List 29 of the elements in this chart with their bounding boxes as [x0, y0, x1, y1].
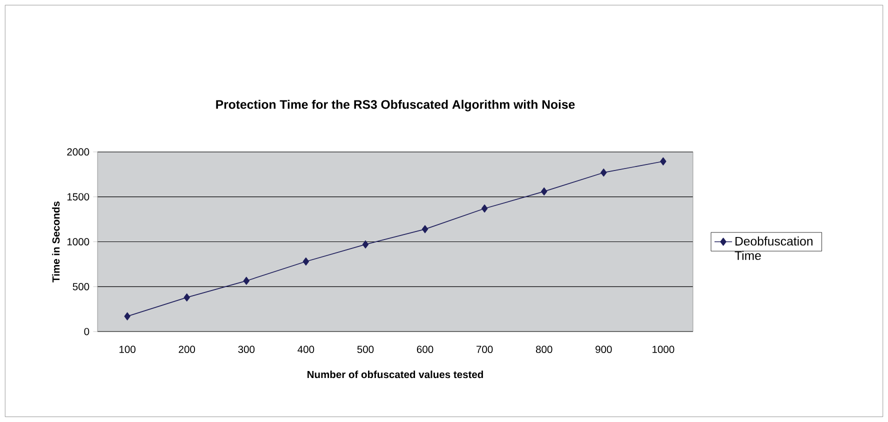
x-tick-label: 200: [178, 346, 196, 354]
y-tick-label: 1500: [67, 193, 90, 201]
point: [540, 187, 548, 196]
y-tick-label: 0: [84, 328, 90, 336]
x-tick-label: 100: [120, 346, 136, 354]
y-tick-label: 2000: [67, 148, 90, 156]
point: [422, 225, 428, 234]
x-axis-title: Number of obfuscated values tested: [308, 370, 483, 378]
y-axis-title: Time in Seconds: [52, 202, 60, 282]
point: [243, 276, 250, 285]
point: [184, 293, 190, 302]
x-tick-label: 700: [476, 346, 493, 354]
legend-label: Deobfuscation Time: [734, 236, 812, 260]
x-tick-label: 900: [596, 346, 612, 354]
point: [302, 258, 310, 266]
point: [481, 204, 488, 213]
x-tick-label: 800: [536, 346, 552, 354]
y-tick-label: 1000: [67, 238, 90, 246]
point: [600, 168, 607, 177]
y-tick-label: 500: [72, 283, 90, 290]
chart-title: Protection Time for the RS3 Obfuscated Algorithm with Noise: [216, 100, 575, 112]
x-tick-label: 400: [298, 346, 314, 354]
x-tick-label: 1000: [652, 346, 674, 354]
x-tick-label: 500: [357, 346, 374, 354]
point: [124, 312, 130, 320]
point: [660, 157, 666, 166]
point: [362, 240, 369, 248]
x-tick-label: 600: [416, 346, 434, 354]
x-tick-label: 300: [238, 346, 255, 354]
